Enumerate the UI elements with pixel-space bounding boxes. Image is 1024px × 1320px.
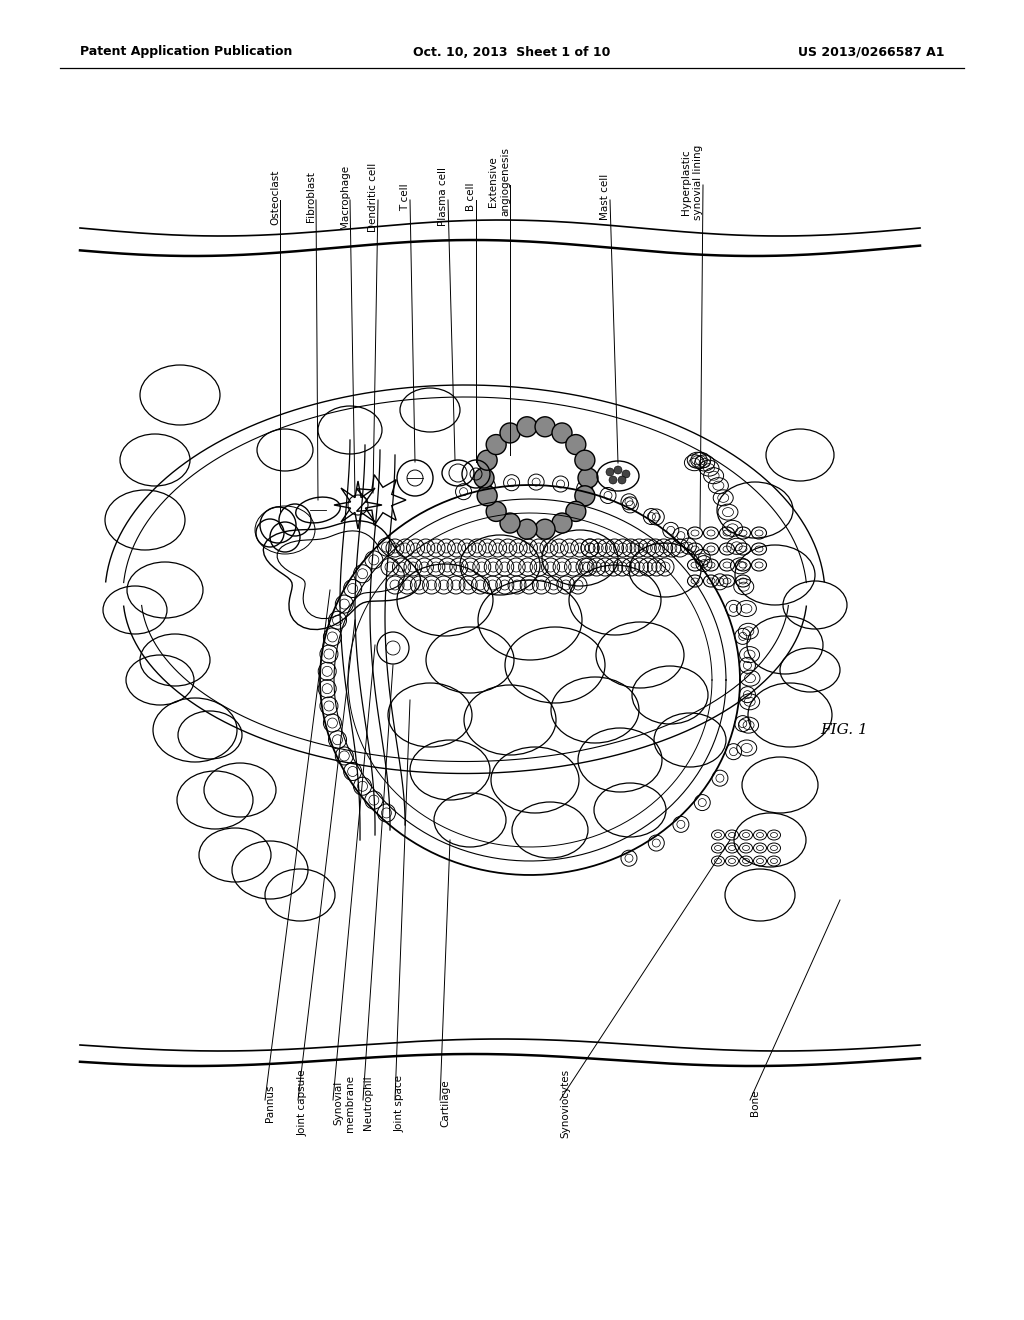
Circle shape xyxy=(474,469,494,488)
Circle shape xyxy=(500,513,520,533)
Text: Oct. 10, 2013  Sheet 1 of 10: Oct. 10, 2013 Sheet 1 of 10 xyxy=(414,45,610,58)
Text: B cell: B cell xyxy=(466,182,476,211)
Circle shape xyxy=(535,417,555,437)
Circle shape xyxy=(477,486,497,506)
Circle shape xyxy=(578,469,598,488)
Circle shape xyxy=(486,434,506,454)
Circle shape xyxy=(500,422,520,444)
Circle shape xyxy=(535,519,555,539)
Text: Cartilage: Cartilage xyxy=(440,1080,450,1127)
Circle shape xyxy=(609,477,617,484)
Text: Synovial
membrane: Synovial membrane xyxy=(333,1074,354,1131)
Circle shape xyxy=(477,450,497,470)
Circle shape xyxy=(552,513,572,533)
Text: Fibroblast: Fibroblast xyxy=(306,172,316,223)
Circle shape xyxy=(552,422,572,444)
Circle shape xyxy=(566,434,586,454)
Circle shape xyxy=(486,502,506,521)
Text: Mast cell: Mast cell xyxy=(600,174,610,220)
Text: Joint capsule: Joint capsule xyxy=(298,1069,308,1137)
Text: Pannus: Pannus xyxy=(265,1084,275,1122)
Circle shape xyxy=(622,470,630,478)
Circle shape xyxy=(574,450,595,470)
Text: Osteoclast: Osteoclast xyxy=(270,169,280,224)
Text: Joint space: Joint space xyxy=(395,1074,406,1131)
Circle shape xyxy=(517,417,537,437)
Circle shape xyxy=(614,466,622,474)
Text: Extensive
angiogenesis: Extensive angiogenesis xyxy=(488,148,510,216)
Text: Synoviocytes: Synoviocytes xyxy=(560,1068,570,1138)
Circle shape xyxy=(517,519,537,539)
Circle shape xyxy=(566,502,586,521)
Text: Hyperplastic
synovial lining: Hyperplastic synovial lining xyxy=(681,144,703,219)
Circle shape xyxy=(618,477,626,484)
Text: Dendritic cell: Dendritic cell xyxy=(368,162,378,231)
Circle shape xyxy=(606,469,614,477)
Text: FIG. 1: FIG. 1 xyxy=(820,723,867,737)
Text: US 2013/0266587 A1: US 2013/0266587 A1 xyxy=(798,45,944,58)
Circle shape xyxy=(574,486,595,506)
Text: Patent Application Publication: Patent Application Publication xyxy=(80,45,293,58)
Text: T cell: T cell xyxy=(400,183,410,211)
Text: Neutrophil: Neutrophil xyxy=(362,1076,373,1130)
Text: Plasma cell: Plasma cell xyxy=(438,168,449,227)
Text: Bone: Bone xyxy=(750,1090,760,1117)
Text: Macrophage: Macrophage xyxy=(340,165,350,230)
